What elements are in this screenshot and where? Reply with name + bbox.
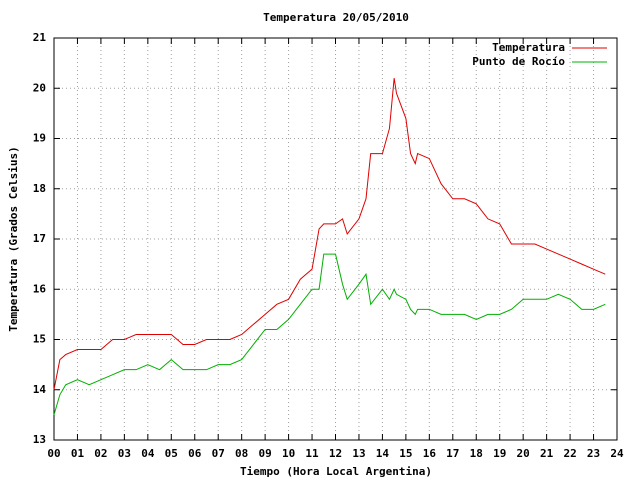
y-tick-label: 15 xyxy=(33,333,46,346)
x-tick-label: 22 xyxy=(563,447,576,460)
x-tick-label: 10 xyxy=(282,447,295,460)
y-tick-label: 20 xyxy=(33,81,46,94)
x-tick-label: 21 xyxy=(540,447,554,460)
x-tick-label: 02 xyxy=(94,447,107,460)
x-tick-label: 09 xyxy=(259,447,272,460)
x-tick-label: 24 xyxy=(610,447,624,460)
x-tick-label: 00 xyxy=(47,447,60,460)
x-tick-label: 08 xyxy=(235,447,248,460)
x-tick-label: 01 xyxy=(71,447,85,460)
y-tick-label: 17 xyxy=(33,232,46,245)
y-tick-label: 21 xyxy=(33,31,47,44)
x-axis-label: Tiempo (Hora Local Argentina) xyxy=(240,465,432,478)
x-tick-label: 16 xyxy=(423,447,437,460)
y-tick-label: 16 xyxy=(33,282,47,295)
x-tick-label: 18 xyxy=(470,447,483,460)
chart-title: Temperatura 20/05/2010 xyxy=(263,11,409,24)
x-tick-label: 06 xyxy=(188,447,202,460)
series-line xyxy=(53,253,606,416)
y-tick-label: 13 xyxy=(33,433,46,446)
x-tick-label: 23 xyxy=(587,447,600,460)
legend-label: Punto de Rocío xyxy=(472,55,565,68)
y-tick-label: 14 xyxy=(33,383,47,396)
y-tick-label: 19 xyxy=(33,132,46,145)
x-tick-label: 15 xyxy=(399,447,412,460)
x-tick-label: 11 xyxy=(305,447,319,460)
x-tick-label: 03 xyxy=(118,447,131,460)
series-line xyxy=(53,78,606,390)
x-tick-label: 04 xyxy=(141,447,155,460)
x-tick-label: 05 xyxy=(165,447,178,460)
x-tick-label: 17 xyxy=(446,447,459,460)
x-tick-label: 20 xyxy=(517,447,530,460)
x-tick-label: 12 xyxy=(329,447,342,460)
y-tick-label: 18 xyxy=(33,182,46,195)
x-tick-label: 13 xyxy=(352,447,365,460)
x-tick-label: 07 xyxy=(212,447,225,460)
legend-label: Temperatura xyxy=(492,41,565,54)
plot-frame xyxy=(53,37,618,441)
x-tick-label: 14 xyxy=(376,447,390,460)
x-tick-label: 19 xyxy=(493,447,506,460)
y-axis-label: Temperatura (Grados Celsius) xyxy=(7,146,20,331)
